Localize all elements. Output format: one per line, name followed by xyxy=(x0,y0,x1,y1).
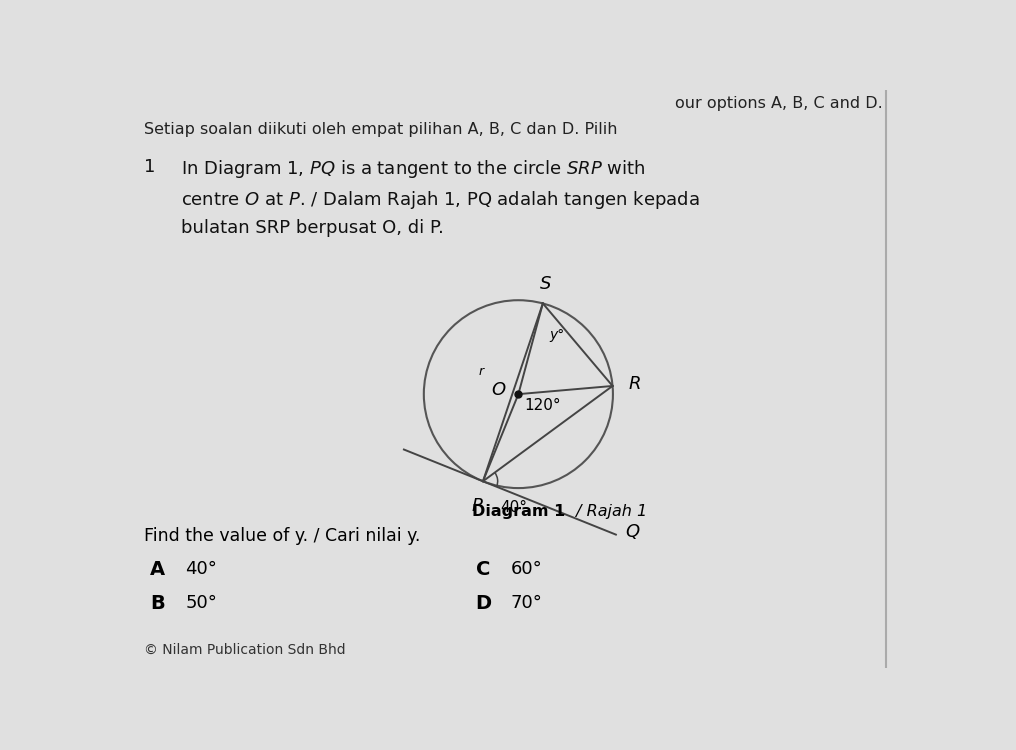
Text: P: P xyxy=(471,496,483,514)
Text: centre $O$ at $P$. / Dalam Rajah 1, PQ adalah tangen kepada: centre $O$ at $P$. / Dalam Rajah 1, PQ a… xyxy=(181,188,700,211)
Text: bulatan SRP berpusat O, di P.: bulatan SRP berpusat O, di P. xyxy=(181,219,444,237)
Text: Q: Q xyxy=(625,524,639,542)
Text: A: A xyxy=(150,560,166,579)
Text: In Diagram 1, $PQ$ is a tangent to the circle $SRP$ with: In Diagram 1, $PQ$ is a tangent to the c… xyxy=(181,158,645,180)
Text: R: R xyxy=(628,376,640,394)
Text: S: S xyxy=(539,274,551,292)
Text: our options A, B, C and D.: our options A, B, C and D. xyxy=(675,96,883,111)
Text: 50°: 50° xyxy=(185,594,217,612)
Text: 60°: 60° xyxy=(511,560,543,578)
Text: D: D xyxy=(475,594,492,613)
Text: 40°: 40° xyxy=(185,560,217,578)
Text: O: O xyxy=(491,380,505,398)
Text: 70°: 70° xyxy=(511,594,543,612)
Text: Setiap soalan diikuti oleh empat pilihan A, B, C dan D. Pilih: Setiap soalan diikuti oleh empat pilihan… xyxy=(144,122,618,137)
Text: r: r xyxy=(479,364,484,377)
Text: 1: 1 xyxy=(144,158,155,176)
Text: Diagram 1: Diagram 1 xyxy=(471,504,565,519)
Text: © Nilam Publication Sdn Bhd: © Nilam Publication Sdn Bhd xyxy=(144,643,345,657)
Text: C: C xyxy=(475,560,490,579)
Text: 40°: 40° xyxy=(500,500,527,515)
Text: Find the value of y. / Cari nilai y.: Find the value of y. / Cari nilai y. xyxy=(144,527,421,545)
Text: / Rajah 1: / Rajah 1 xyxy=(571,504,647,519)
Text: y°: y° xyxy=(550,328,565,342)
Text: B: B xyxy=(150,594,165,613)
Text: 120°: 120° xyxy=(524,398,561,413)
